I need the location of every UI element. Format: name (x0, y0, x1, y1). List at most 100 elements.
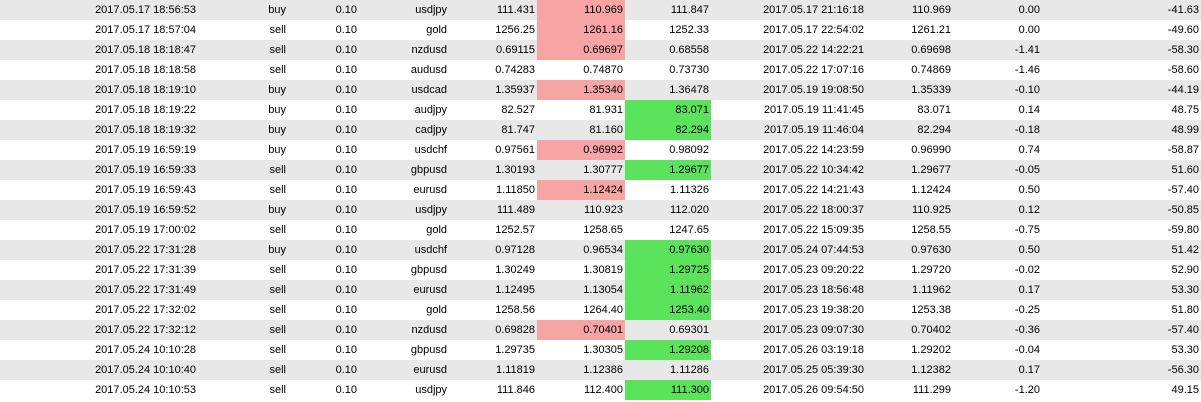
close-price-cell: 110.925 (866, 200, 953, 220)
symbol-cell: usdchf (359, 240, 449, 260)
commission-cell: -1.46 (953, 60, 1042, 80)
volume-cell: 0.10 (288, 320, 359, 340)
type-cell: buy (198, 140, 288, 160)
symbol-cell: usdchf (359, 140, 449, 160)
table-row[interactable]: 2017.05.19 17:00:02 sell 0.10 gold 1252.57 12… (0, 220, 1201, 240)
row-gutter-cell (0, 220, 40, 240)
take-profit-cell: 1.11286 (625, 360, 711, 380)
close-price-cell: 1258.55 (866, 220, 953, 240)
open-time-cell: 2017.05.17 18:56:53 (40, 0, 198, 20)
close-time-cell: 2017.05.22 18:00:37 (711, 200, 866, 220)
take-profit-cell: 1247.65 (625, 220, 711, 240)
profit-cell: 51.60 (1113, 160, 1201, 180)
table-row[interactable]: 2017.05.22 17:31:49 sell 0.10 eurusd 1.12495… (0, 280, 1201, 300)
symbol-cell: audusd (359, 60, 449, 80)
swap-cell (1042, 360, 1113, 380)
stop-loss-cell: 1.12424 (537, 180, 625, 200)
table-row[interactable]: 2017.05.18 18:18:58 sell 0.10 audusd 0.74283… (0, 60, 1201, 80)
open-price-cell: 0.69115 (449, 40, 537, 60)
take-profit-cell: 112.020 (625, 200, 711, 220)
stop-loss-cell: 1261.16 (537, 20, 625, 40)
row-gutter-cell (0, 0, 40, 20)
swap-cell (1042, 260, 1113, 280)
stop-loss-cell: 0.96534 (537, 240, 625, 260)
table-row[interactable]: 2017.05.17 18:57:04 sell 0.10 gold 1256.25 12… (0, 20, 1201, 40)
take-profit-cell: 1.29677 (625, 160, 711, 180)
row-gutter-cell (0, 280, 40, 300)
table-row[interactable]: 2017.05.22 17:31:39 sell 0.10 gbpusd 1.30249… (0, 260, 1201, 280)
symbol-cell: audjpy (359, 100, 449, 120)
open-time-cell: 2017.05.22 17:31:39 (40, 260, 198, 280)
open-price-cell: 111.489 (449, 200, 537, 220)
open-price-cell: 0.74283 (449, 60, 537, 80)
table-row[interactable]: 2017.05.24 10:10:40 sell 0.10 eurusd 1.11819… (0, 360, 1201, 380)
volume-cell: 0.10 (288, 260, 359, 280)
table-row[interactable]: 2017.05.18 18:19:22 buy 0.10 audjpy 82.527 81… (0, 100, 1201, 120)
commission-cell: 0.50 (953, 180, 1042, 200)
stop-loss-cell: 1.35340 (537, 80, 625, 100)
volume-cell: 0.10 (288, 60, 359, 80)
close-price-cell: 1.35339 (866, 80, 953, 100)
stop-loss-cell: 1.30777 (537, 160, 625, 180)
table-row[interactable]: 2017.05.18 18:18:47 sell 0.10 nzdusd 0.69115… (0, 40, 1201, 60)
table-row[interactable]: 2017.05.24 10:10:28 sell 0.10 gbpusd 1.29735… (0, 340, 1201, 360)
volume-cell: 0.10 (288, 360, 359, 380)
open-time-cell: 2017.05.18 18:19:32 (40, 120, 198, 140)
table-row[interactable]: 2017.05.19 16:59:33 sell 0.10 gbpusd 1.30193… (0, 160, 1201, 180)
open-price-cell: 81.747 (449, 120, 537, 140)
table-row[interactable]: 2017.05.22 17:32:02 sell 0.10 gold 1258.56 12… (0, 300, 1201, 320)
symbol-cell: gold (359, 20, 449, 40)
table-row[interactable]: 2017.05.19 16:59:52 buy 0.10 usdjpy 111.489 1… (0, 200, 1201, 220)
open-time-cell: 2017.05.18 18:18:58 (40, 60, 198, 80)
profit-cell: 49.15 (1113, 380, 1201, 400)
swap-cell (1042, 240, 1113, 260)
close-time-cell: 2017.05.22 17:07:16 (711, 60, 866, 80)
symbol-cell: usdjpy (359, 380, 449, 400)
stop-loss-cell: 1.13054 (537, 280, 625, 300)
table-row[interactable]: 2017.05.18 18:19:10 buy 0.10 usdcad 1.35937 1… (0, 80, 1201, 100)
stop-loss-cell: 0.70401 (537, 320, 625, 340)
type-cell: sell (198, 320, 288, 340)
commission-cell: 0.74 (953, 140, 1042, 160)
open-time-cell: 2017.05.18 18:19:10 (40, 80, 198, 100)
profit-cell: -57.40 (1113, 320, 1201, 340)
profit-cell: -58.87 (1113, 140, 1201, 160)
commission-cell: 0.17 (953, 280, 1042, 300)
swap-cell (1042, 380, 1113, 400)
table-row[interactable]: 2017.05.22 17:31:28 buy 0.10 usdchf 0.97128 0… (0, 240, 1201, 260)
commission-cell: -1.20 (953, 380, 1042, 400)
close-time-cell: 2017.05.22 14:23:59 (711, 140, 866, 160)
table-row[interactable]: 2017.05.19 16:59:19 buy 0.10 usdchf 0.97561 0… (0, 140, 1201, 160)
symbol-cell: gbpusd (359, 340, 449, 360)
commission-cell: 0.50 (953, 240, 1042, 260)
volume-cell: 0.10 (288, 80, 359, 100)
swap-cell (1042, 340, 1113, 360)
commission-cell: -0.36 (953, 320, 1042, 340)
close-price-cell: 1.29202 (866, 340, 953, 360)
close-time-cell: 2017.05.19 11:41:45 (711, 100, 866, 120)
close-price-cell: 1.12382 (866, 360, 953, 380)
type-cell: sell (198, 280, 288, 300)
row-gutter-cell (0, 20, 40, 40)
type-cell: buy (198, 100, 288, 120)
open-price-cell: 82.527 (449, 100, 537, 120)
profit-cell: 53.30 (1113, 280, 1201, 300)
close-price-cell: 0.96990 (866, 140, 953, 160)
table-row[interactable]: 2017.05.17 18:56:53 buy 0.10 usdjpy 111.431 1… (0, 0, 1201, 20)
close-time-cell: 2017.05.19 11:46:04 (711, 120, 866, 140)
table-row[interactable]: 2017.05.18 18:19:32 buy 0.10 cadjpy 81.747 81… (0, 120, 1201, 140)
close-time-cell: 2017.05.23 18:56:48 (711, 280, 866, 300)
close-time-cell: 2017.05.22 14:22:21 (711, 40, 866, 60)
table-row[interactable]: 2017.05.19 16:59:43 sell 0.10 eurusd 1.11850… (0, 180, 1201, 200)
take-profit-cell: 0.97630 (625, 240, 711, 260)
table-row[interactable]: 2017.05.24 10:10:53 sell 0.10 usdjpy 111.846… (0, 380, 1201, 400)
symbol-cell: usdcad (359, 80, 449, 100)
table-row[interactable]: 2017.05.22 17:32:12 sell 0.10 nzdusd 0.69828… (0, 320, 1201, 340)
volume-cell: 0.10 (288, 140, 359, 160)
type-cell: sell (198, 20, 288, 40)
profit-cell: -41.63 (1113, 0, 1201, 20)
take-profit-cell: 1252.33 (625, 20, 711, 40)
open-price-cell: 1.29735 (449, 340, 537, 360)
close-time-cell: 2017.05.22 14:21:43 (711, 180, 866, 200)
swap-cell (1042, 120, 1113, 140)
